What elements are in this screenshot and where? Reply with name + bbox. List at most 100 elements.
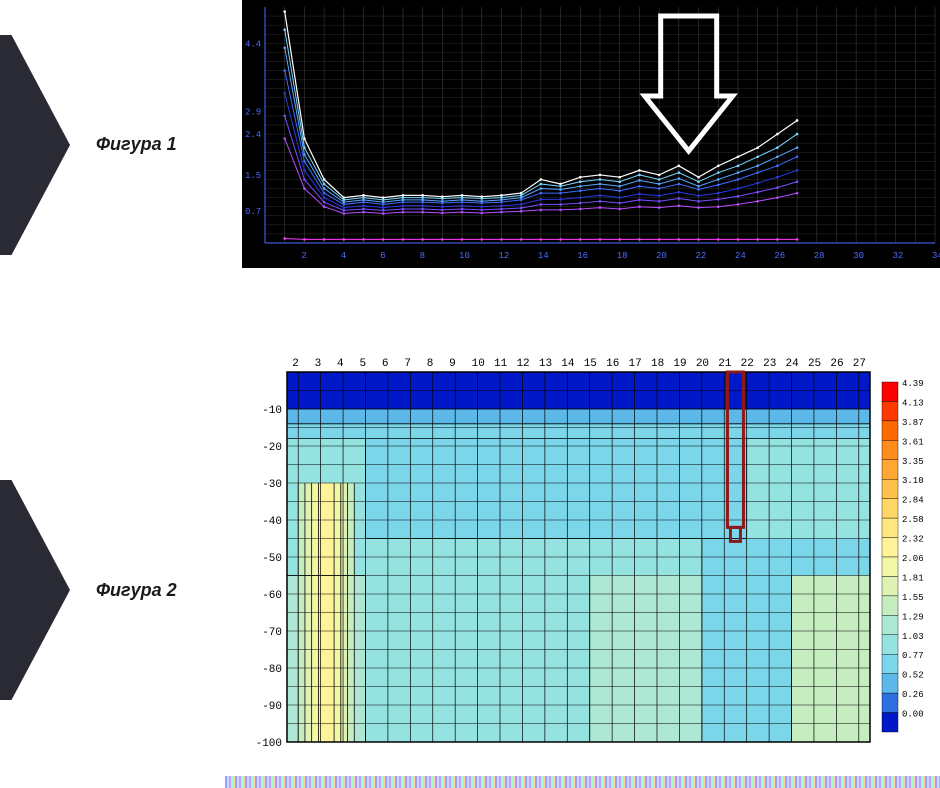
y-tick-label: -100 xyxy=(256,738,282,750)
legend-swatch xyxy=(882,440,898,459)
legend-swatch xyxy=(882,654,898,673)
y-tick-label: -40 xyxy=(262,516,282,528)
heatmap-band xyxy=(747,439,870,539)
legend-value: 0.00 xyxy=(902,710,924,720)
x-tick-label: 15 xyxy=(584,358,597,370)
x-tick-label: 3 xyxy=(315,358,322,370)
legend-value: 3.61 xyxy=(902,437,924,447)
y-tick-label: 2.4 xyxy=(245,130,261,140)
x-tick-label: 23 xyxy=(763,358,776,370)
legend-swatch xyxy=(882,693,898,712)
legend-value: 3.10 xyxy=(902,476,924,486)
legend-value: 0.77 xyxy=(902,651,924,661)
legend-value: 0.52 xyxy=(902,671,924,681)
legend-value: 1.81 xyxy=(902,573,924,583)
x-tick-label: 32 xyxy=(893,251,904,261)
x-tick-label: 13 xyxy=(539,358,552,370)
line-chart: 2468101214161820222426283032340.71.52.42… xyxy=(242,0,940,268)
x-tick-label: 26 xyxy=(830,358,843,370)
x-tick-label: 28 xyxy=(814,251,825,261)
legend-swatch xyxy=(882,479,898,498)
x-tick-label: 11 xyxy=(494,358,508,370)
legend-value: 1.55 xyxy=(902,593,924,603)
x-tick-label: 18 xyxy=(651,358,664,370)
legend-swatch xyxy=(882,421,898,440)
x-tick-label: 24 xyxy=(786,358,800,370)
legend-swatch xyxy=(882,674,898,693)
figure-2-label: Фигура 2 xyxy=(96,580,177,601)
page: Фигура 1 Фигура 2 2468101214161820222426… xyxy=(0,0,940,788)
x-tick-label: 24 xyxy=(735,251,746,261)
x-tick-label: 9 xyxy=(449,358,456,370)
legend-swatch xyxy=(882,538,898,557)
heatmap-band xyxy=(365,439,746,539)
legend-value: 4.13 xyxy=(902,398,924,408)
x-tick-label: 25 xyxy=(808,358,821,370)
x-tick-label: 27 xyxy=(853,358,866,370)
x-tick-label: 2 xyxy=(292,358,299,370)
legend-value: 4.39 xyxy=(902,379,924,389)
x-tick-label: 4 xyxy=(341,251,346,261)
x-tick-label: 20 xyxy=(696,358,709,370)
x-tick-label: 21 xyxy=(718,358,732,370)
x-tick-label: 22 xyxy=(741,358,754,370)
x-tick-label: 22 xyxy=(696,251,707,261)
figure-1-label: Фигура 1 xyxy=(96,134,177,155)
x-tick-label: 6 xyxy=(382,358,389,370)
x-tick-label: 2 xyxy=(301,251,306,261)
legend-value: 2.58 xyxy=(902,515,924,525)
x-tick-label: 8 xyxy=(420,251,425,261)
x-tick-label: 16 xyxy=(606,358,619,370)
x-tick-label: 17 xyxy=(629,358,642,370)
legend-swatch xyxy=(882,557,898,576)
y-tick-label: 0.7 xyxy=(245,207,261,217)
legend-swatch xyxy=(882,401,898,420)
x-tick-label: 30 xyxy=(853,251,864,261)
y-tick-label: -80 xyxy=(262,664,282,676)
y-tick-label: -60 xyxy=(262,590,282,602)
y-tick-label: -70 xyxy=(262,627,282,639)
noise-strip-decoration xyxy=(225,776,940,788)
y-tick-label: -30 xyxy=(262,479,282,491)
legend-swatch xyxy=(882,615,898,634)
y-tick-label: 2.9 xyxy=(245,107,261,117)
x-tick-label: 5 xyxy=(359,358,366,370)
y-tick-label: 4.4 xyxy=(245,39,261,49)
x-tick-label: 20 xyxy=(656,251,667,261)
legend-swatch xyxy=(882,518,898,537)
legend-swatch xyxy=(882,382,898,401)
heatmap-band xyxy=(792,576,870,743)
heatmap-band xyxy=(590,576,702,743)
x-tick-label: 8 xyxy=(427,358,434,370)
legend-swatch xyxy=(882,596,898,615)
x-tick-label: 6 xyxy=(380,251,385,261)
x-tick-label: 7 xyxy=(404,358,411,370)
x-tick-label: 12 xyxy=(498,251,509,261)
legend-value: 3.87 xyxy=(902,418,924,428)
x-tick-label: 14 xyxy=(561,358,575,370)
y-tick-label: -90 xyxy=(262,701,282,713)
x-tick-label: 10 xyxy=(459,251,470,261)
legend-value: 3.35 xyxy=(902,457,924,467)
heatmap-chart: 2345678910111213141516171819202122232425… xyxy=(242,350,940,760)
legend-value: 2.06 xyxy=(902,554,924,564)
x-tick-label: 4 xyxy=(337,358,344,370)
y-tick-label: -50 xyxy=(262,553,282,565)
legend-value: 0.26 xyxy=(902,690,924,700)
legend-value: 2.84 xyxy=(902,496,924,506)
x-tick-label: 12 xyxy=(516,358,529,370)
x-tick-label: 16 xyxy=(577,251,588,261)
x-tick-label: 14 xyxy=(538,251,549,261)
legend-value: 1.03 xyxy=(902,632,924,642)
heatmap-band xyxy=(287,424,870,439)
x-tick-label: 26 xyxy=(774,251,785,261)
chevron-decoration xyxy=(0,480,70,700)
legend-value: 2.32 xyxy=(902,535,924,545)
y-tick-label: 1.5 xyxy=(245,171,261,181)
x-tick-label: 34 xyxy=(932,251,940,261)
x-tick-label: 10 xyxy=(472,358,485,370)
x-tick-label: 19 xyxy=(673,358,686,370)
legend-swatch xyxy=(882,460,898,479)
chevron-decoration xyxy=(0,35,70,255)
x-tick-label: 18 xyxy=(617,251,628,261)
